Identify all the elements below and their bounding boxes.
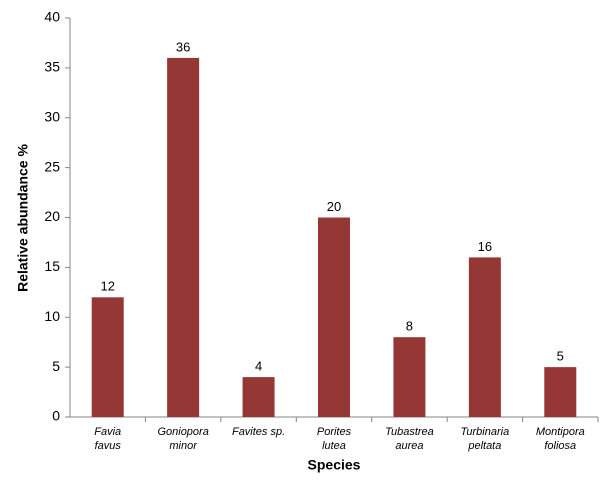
- bar: [393, 337, 426, 417]
- x-tick-label: lutea: [322, 440, 346, 452]
- x-tick-label: aurea: [395, 440, 423, 452]
- x-tick-label: Porites: [317, 426, 352, 438]
- x-tick-label: Favia: [94, 426, 121, 438]
- x-tick-label: favus: [95, 440, 122, 452]
- bar: [91, 297, 124, 417]
- bar: [318, 217, 350, 417]
- data-label: 16: [478, 239, 492, 254]
- x-axis-title: Species: [308, 457, 361, 473]
- data-label: 20: [327, 199, 341, 214]
- bar: [167, 57, 200, 418]
- x-tick-label: foliosa: [544, 440, 576, 452]
- data-label: 12: [100, 279, 114, 294]
- x-tick-label: Turbinaria: [460, 426, 509, 438]
- data-label: 8: [406, 319, 413, 334]
- x-tick-label: Goniopora: [157, 426, 208, 438]
- x-tick-label: peltata: [467, 440, 501, 452]
- data-label: 36: [176, 39, 190, 54]
- bar: [468, 257, 501, 417]
- y-tick-label: 30: [44, 108, 60, 124]
- y-tick-label: 25: [44, 158, 60, 174]
- x-tick-label: Tubastrea: [385, 426, 434, 438]
- y-tick-label: 15: [44, 258, 60, 274]
- data-label: 4: [255, 359, 262, 374]
- data-label: 5: [557, 349, 564, 364]
- y-axis-title: Relative abundance %: [15, 144, 31, 292]
- x-tick-label: minor: [169, 440, 198, 452]
- y-tick-label: 5: [52, 358, 60, 374]
- y-tick-label: 40: [44, 9, 60, 25]
- bar: [242, 377, 275, 417]
- bar: [544, 367, 577, 417]
- y-tick-label: 20: [44, 208, 60, 224]
- y-tick-label: 35: [44, 59, 60, 75]
- x-tick-label: Montipora: [536, 426, 585, 438]
- y-tick-label: 0: [52, 408, 60, 424]
- x-tick-label: Favites sp.: [232, 426, 285, 438]
- y-tick-label: 10: [44, 308, 60, 324]
